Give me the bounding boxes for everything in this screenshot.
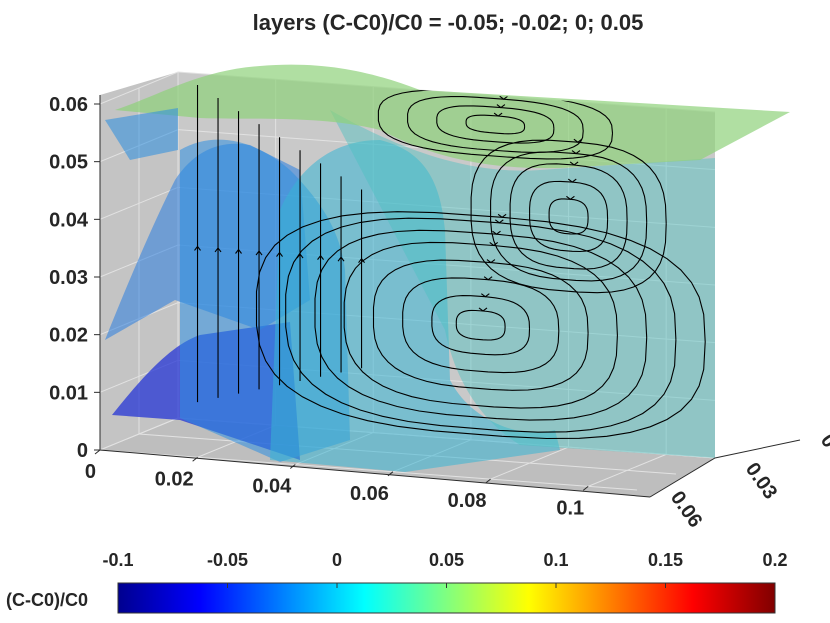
x-tick-mark (387, 471, 394, 477)
streamline-arrow (483, 276, 493, 281)
streamline-arrow (493, 112, 503, 117)
streamline-arrow (569, 161, 579, 166)
streamline (465, 114, 526, 135)
streamline (255, 211, 706, 440)
streamline-arrow (276, 251, 283, 257)
streamline-arrow (502, 90, 511, 95)
x-tick-mark (192, 456, 198, 462)
x-tick-label: 0 (85, 461, 96, 483)
streamline (509, 163, 628, 270)
y-tick-label: 0.06 (666, 487, 706, 532)
streamline (407, 96, 584, 153)
streamline-arrow (497, 213, 507, 218)
streamline (470, 139, 667, 294)
z-tick-label: 0 (77, 440, 88, 462)
streamline-arrow (566, 195, 575, 200)
streamline (372, 259, 589, 391)
streamline (455, 309, 506, 341)
z-tick-label: 0.03 (49, 267, 88, 289)
z-tick-label: 0.05 (49, 152, 88, 174)
colorbar-tick-label: 0.1 (543, 550, 568, 570)
streamline-arrow (358, 257, 365, 264)
streamline (377, 89, 614, 160)
streamline-arrow (489, 242, 499, 247)
z-tick-label: 0.01 (49, 382, 88, 404)
streamline-arrow (494, 219, 504, 224)
streamline-arrow (499, 95, 509, 100)
x-tick-label: 0.02 (155, 468, 194, 490)
streamline-arrow (496, 104, 506, 109)
grid-line-y (138, 88, 677, 475)
streamline-arrow (571, 150, 581, 155)
colorbar-label: (C-C0)/C0 (6, 590, 88, 610)
streamline (548, 198, 589, 235)
streamline-arrow (486, 259, 496, 264)
streamline-arrow (492, 230, 501, 235)
x-tick-mark (94, 449, 101, 455)
streamline-arrow (194, 245, 201, 251)
isosurface-top-left (105, 108, 178, 160)
isosurface-high-top (115, 64, 790, 169)
streamline-arrow (573, 138, 583, 143)
colorbar-tick-label: -0.1 (102, 550, 133, 570)
x-tick-mark (582, 485, 589, 491)
streamline-arrow (337, 256, 345, 262)
streamline-arrow (214, 247, 222, 253)
x-tick-mark (289, 464, 296, 469)
y-tick-label: 0 (816, 430, 830, 452)
x-tick-label: 0.08 (448, 490, 487, 512)
x-tick-label: 0.06 (350, 483, 389, 505)
x-tick-mark (485, 478, 491, 484)
x-tick-label: 0.04 (252, 476, 292, 498)
x-tick-label: 0.1 (556, 497, 584, 519)
streamline-arrow (481, 293, 490, 298)
streamline-arrow (567, 178, 577, 183)
streamline-arrow (255, 250, 263, 256)
streamline (490, 151, 648, 282)
colorbar-tick-label: -0.05 (207, 550, 248, 570)
streamline (314, 229, 648, 421)
chart-title: layers (C-C0)/C0 = -0.05; -0.02; 0; 0.05 (253, 10, 644, 35)
colorbar-ticks: -0.1 -0.05 0 0.05 0.1 0.15 0.2 (102, 550, 788, 588)
z-tick-label: 0.06 (49, 94, 88, 116)
isosurface-zero-right (330, 110, 715, 458)
z-tick-label: 0.02 (49, 325, 88, 347)
streamline (529, 180, 609, 253)
z-tick-label: 0.04 (49, 209, 89, 231)
streamlines (194, 84, 706, 440)
isosurface-zero (270, 140, 560, 472)
colorbar-tick-label: 0 (332, 550, 342, 570)
streamline-arrow (296, 253, 304, 259)
y-tick-label: 0.03 (741, 459, 781, 504)
y-axis-line (649, 439, 801, 498)
streamline-arrow (317, 254, 324, 260)
streamline (402, 277, 560, 374)
colorbar-tick-label: 0.2 (762, 550, 787, 570)
streamline (436, 105, 555, 144)
streamline (343, 241, 618, 409)
streamline (431, 295, 531, 356)
streamline (285, 217, 677, 433)
colorbar-tick-label: 0.15 (648, 550, 683, 570)
colorbar-tick-label: 0.05 (429, 550, 464, 570)
streamline-arrow (235, 248, 242, 254)
streamline-arrow (478, 307, 488, 312)
